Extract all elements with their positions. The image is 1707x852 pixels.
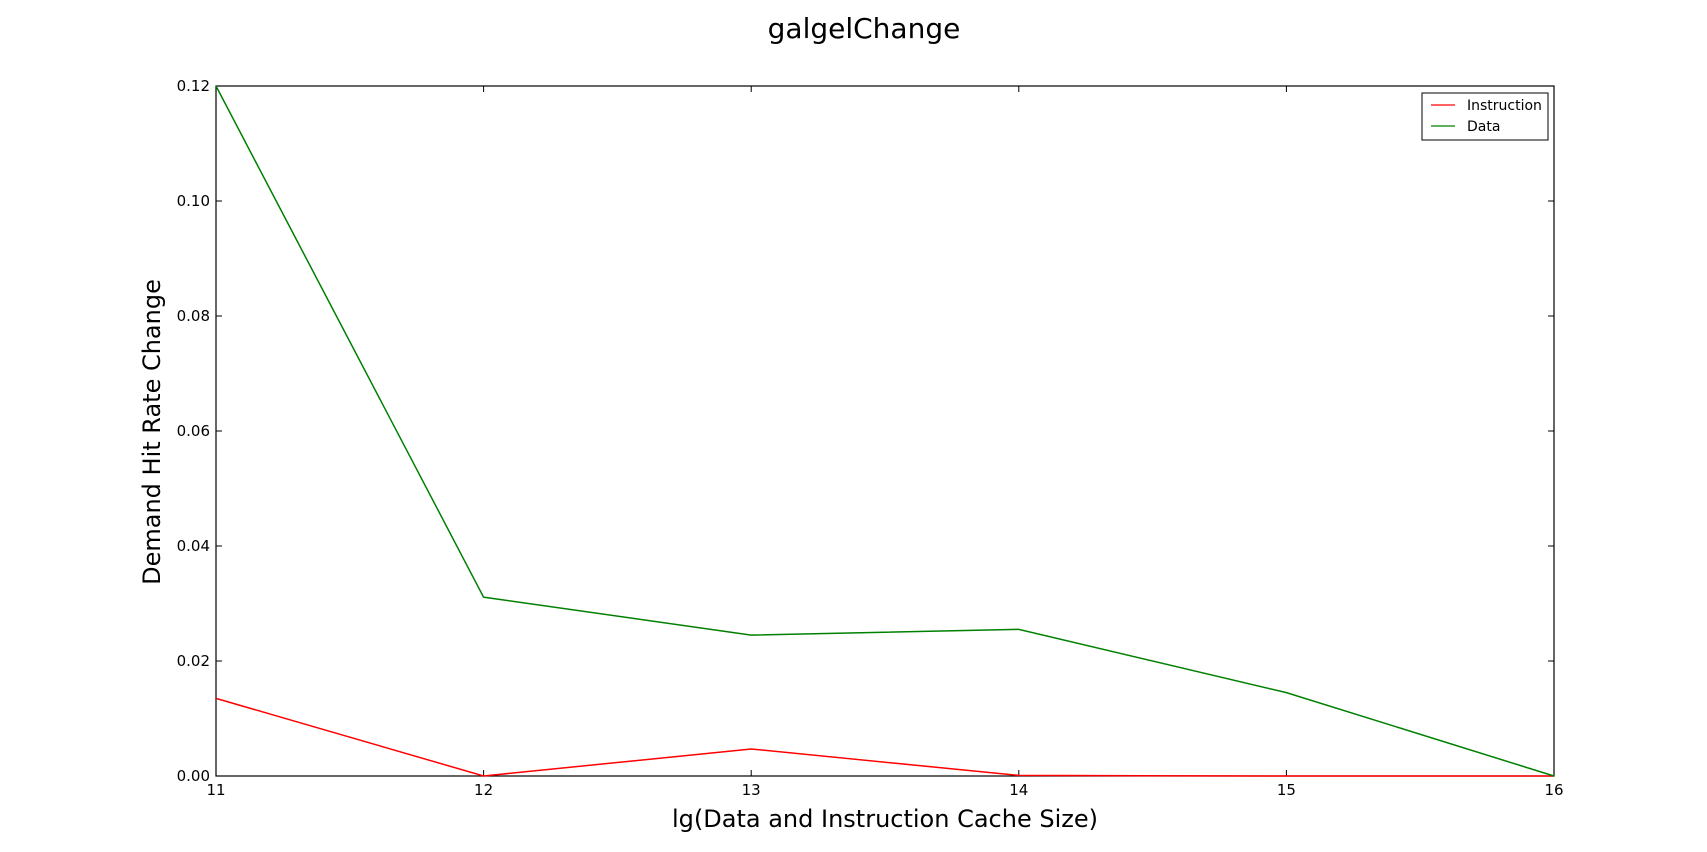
y-tick-label: 0.00 — [177, 767, 210, 785]
y-tick-label: 0.10 — [177, 192, 210, 210]
chart-title: galgelChange — [768, 12, 961, 45]
legend-box — [1421, 92, 1549, 141]
y-tick-label: 0.02 — [177, 652, 210, 670]
series-line-instruction — [215, 697, 1554, 777]
x-tick-label: 12 — [474, 781, 493, 799]
plot-area: 11 12 13 14 15 16 0.00 0.02 0.04 0.06 0.08 0.10 0.12 — [177, 77, 1564, 799]
y-tick-label: 0.06 — [177, 422, 210, 440]
x-tick-label: 14 — [1009, 781, 1028, 799]
x-tick-label: 11 — [206, 781, 225, 799]
plot-frame — [215, 85, 1555, 777]
x-tick-label: 13 — [742, 781, 761, 799]
x-tick-label: 16 — [1544, 781, 1563, 799]
legend: Instruction Data — [1421, 92, 1549, 141]
y-tick-label: 0.12 — [177, 77, 210, 95]
x-tick-label: 15 — [1277, 781, 1296, 799]
legend-label-instruction: Instruction — [1467, 98, 1542, 114]
y-axis-title: Demand Hit Rate Change — [138, 279, 166, 585]
y-tick-label: 0.04 — [177, 537, 210, 555]
x-axis-title: lg(Data and Instruction Cache Size) — [672, 805, 1098, 833]
y-tick-label: 0.08 — [177, 307, 210, 325]
legend-label-data: Data — [1467, 119, 1500, 135]
series-line-data — [215, 85, 1555, 777]
